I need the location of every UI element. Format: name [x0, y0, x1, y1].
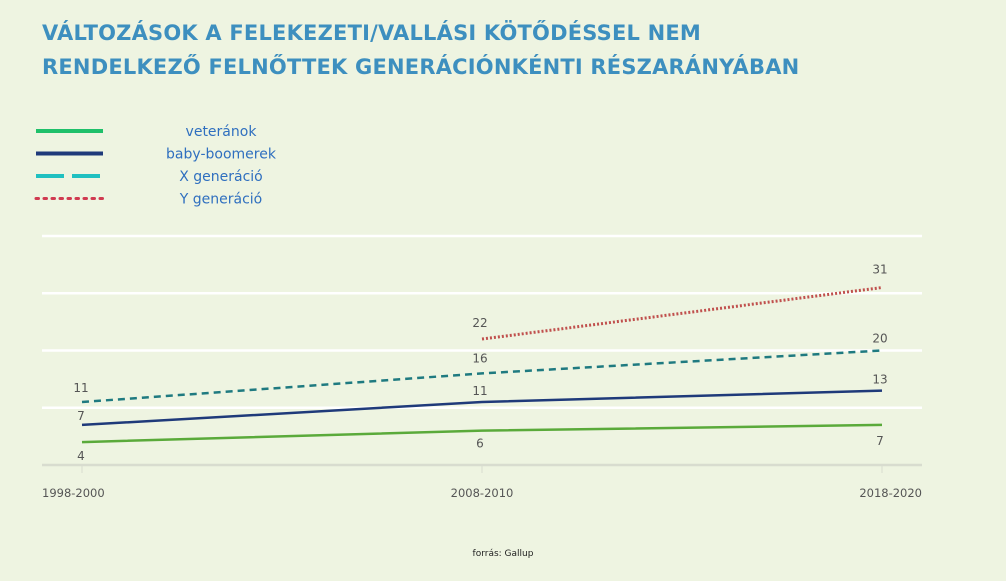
legend-label: X generáció [179, 169, 263, 185]
legend: veteránok baby-boomerek X generáció Y gener… [34, 124, 277, 208]
data-label: 22 [472, 316, 487, 330]
title-line-1: VÁLTOZÁSOK A FELEKEZETI/VALLÁSI KÖTŐDÉSS… [42, 21, 702, 45]
legend-label: Y generáció [179, 192, 262, 208]
data-label: 7 [876, 434, 884, 448]
x-tick-label: 2018-2020 [859, 486, 922, 500]
data-label: 13 [872, 373, 887, 387]
chart-title: VÁLTOZÁSOK A FELEKEZETI/VALLÁSI KÖTŐDÉSS… [42, 16, 982, 84]
data-labels: 4 6 7 7 11 13 11 16 20 22 31 [73, 263, 887, 464]
data-label: 31 [872, 263, 887, 277]
x-tick-label: 1998-2000 [42, 486, 105, 500]
data-label: 7 [77, 409, 85, 423]
data-label: 16 [472, 351, 487, 365]
data-label: 6 [476, 437, 484, 451]
data-label: 20 [872, 332, 887, 346]
title-line-2: RENDELKEZŐ FELNŐTTEK GENERÁCIÓNKÉNTI RÉS… [42, 55, 800, 79]
legend-label: veteránok [186, 124, 258, 140]
series-line [81, 389, 883, 427]
data-label: 11 [73, 381, 88, 395]
series-line [481, 286, 883, 341]
source-note: forrás: Gallup [472, 549, 534, 559]
series-line [81, 349, 883, 404]
x-tick-label: 2008-2010 [451, 486, 514, 500]
series-line [81, 423, 883, 444]
series-lines [81, 286, 883, 444]
x-axis: 1998-2000 2008-2010 2018-2020 [42, 465, 922, 500]
data-label: 11 [472, 384, 487, 398]
data-label: 4 [77, 449, 85, 463]
legend-label: baby-boomerek [166, 147, 277, 163]
